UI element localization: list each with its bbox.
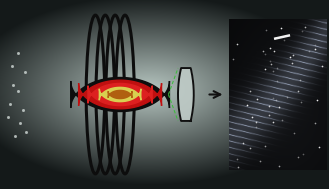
Polygon shape bbox=[79, 80, 162, 109]
Polygon shape bbox=[71, 77, 169, 112]
Polygon shape bbox=[88, 84, 152, 105]
Polygon shape bbox=[178, 68, 194, 121]
Polygon shape bbox=[108, 90, 132, 99]
Polygon shape bbox=[99, 87, 141, 102]
